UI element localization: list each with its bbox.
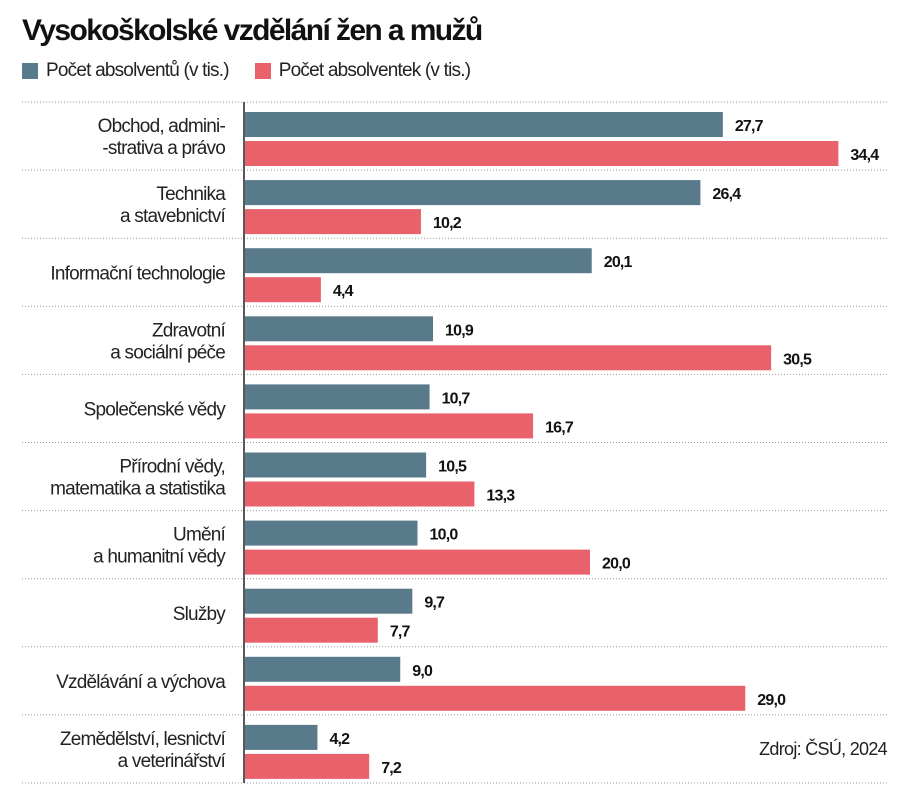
bar-women [245,481,475,507]
value-label: 27,7 [735,118,764,135]
value-label: 29,0 [757,692,786,709]
value-label: 10,2 [433,215,462,232]
bar-men [245,588,413,614]
legend-item-women: Počet absolventek (v tis.) [254,60,471,82]
category-label: Zemědělství, lesnictví a veterinářství [60,729,227,772]
bar-women [245,617,378,643]
bar-women [245,345,772,371]
value-label: 26,4 [712,186,741,203]
category-label: Umění a humanitní vědy [93,525,226,568]
bar-women [245,413,534,439]
bar-men [245,656,401,682]
value-label: 7,7 [390,624,411,641]
value-label: 34,4 [850,147,879,164]
bar-men [245,724,318,750]
value-label: 9,7 [424,595,445,612]
value-label: 20,0 [602,556,631,573]
bar-women [245,141,839,166]
value-label: 16,7 [545,419,574,436]
legend-label-men: Počet absolventů (v tis.) [46,60,230,81]
legend-item-men: Počet absolventů (v tis.) [22,60,230,82]
value-label: 13,3 [486,488,515,505]
source-note: Zdroj: ČSÚ, 2024 [759,739,888,759]
category-label: Technika a stavebnictví [120,184,226,227]
value-label: 7,2 [381,760,402,777]
category-label: Zdravotní a sociální péče [110,320,226,363]
legend-swatch-men [22,63,38,79]
value-label: 4,4 [333,283,354,300]
legend-swatch-women [254,63,271,79]
value-label: 30,5 [783,351,812,368]
value-label: 10,9 [445,322,474,339]
legend-label-women: Počet absolventek (v tis.) [278,60,471,81]
category-label: Společenské vědy [84,399,227,420]
category-label: Služby [173,604,227,625]
bar-men [245,316,434,342]
category-label: Přírodní vědy, matematika a statistika [50,457,226,500]
value-label: 10,5 [438,459,467,476]
category-label: Obchod, admini--strativa a právo [98,116,226,159]
bar-women [245,685,746,711]
bar-women [245,549,590,575]
value-label: 9,0 [412,663,433,680]
value-label: 4,2 [329,731,350,748]
chart-title: Vysokoškolské vzdělání žen a mužů [22,14,483,47]
legend: Počet absolventů (v tis.) Počet absolven… [22,60,471,82]
bar-men [245,384,430,410]
value-label: 10,0 [430,527,459,544]
bar-women [245,753,370,779]
bar-men [245,248,592,274]
bar-men [245,112,723,137]
category-label: Informační technologie [50,263,225,284]
bar-men [245,452,427,478]
bar-men [245,180,701,206]
value-label: 10,7 [442,390,471,407]
value-label: 20,1 [604,254,633,271]
bar-men [245,520,418,546]
bar-women [245,277,321,303]
bar-women [245,209,421,235]
category-label: Vzdělávání a výchova [56,672,226,693]
